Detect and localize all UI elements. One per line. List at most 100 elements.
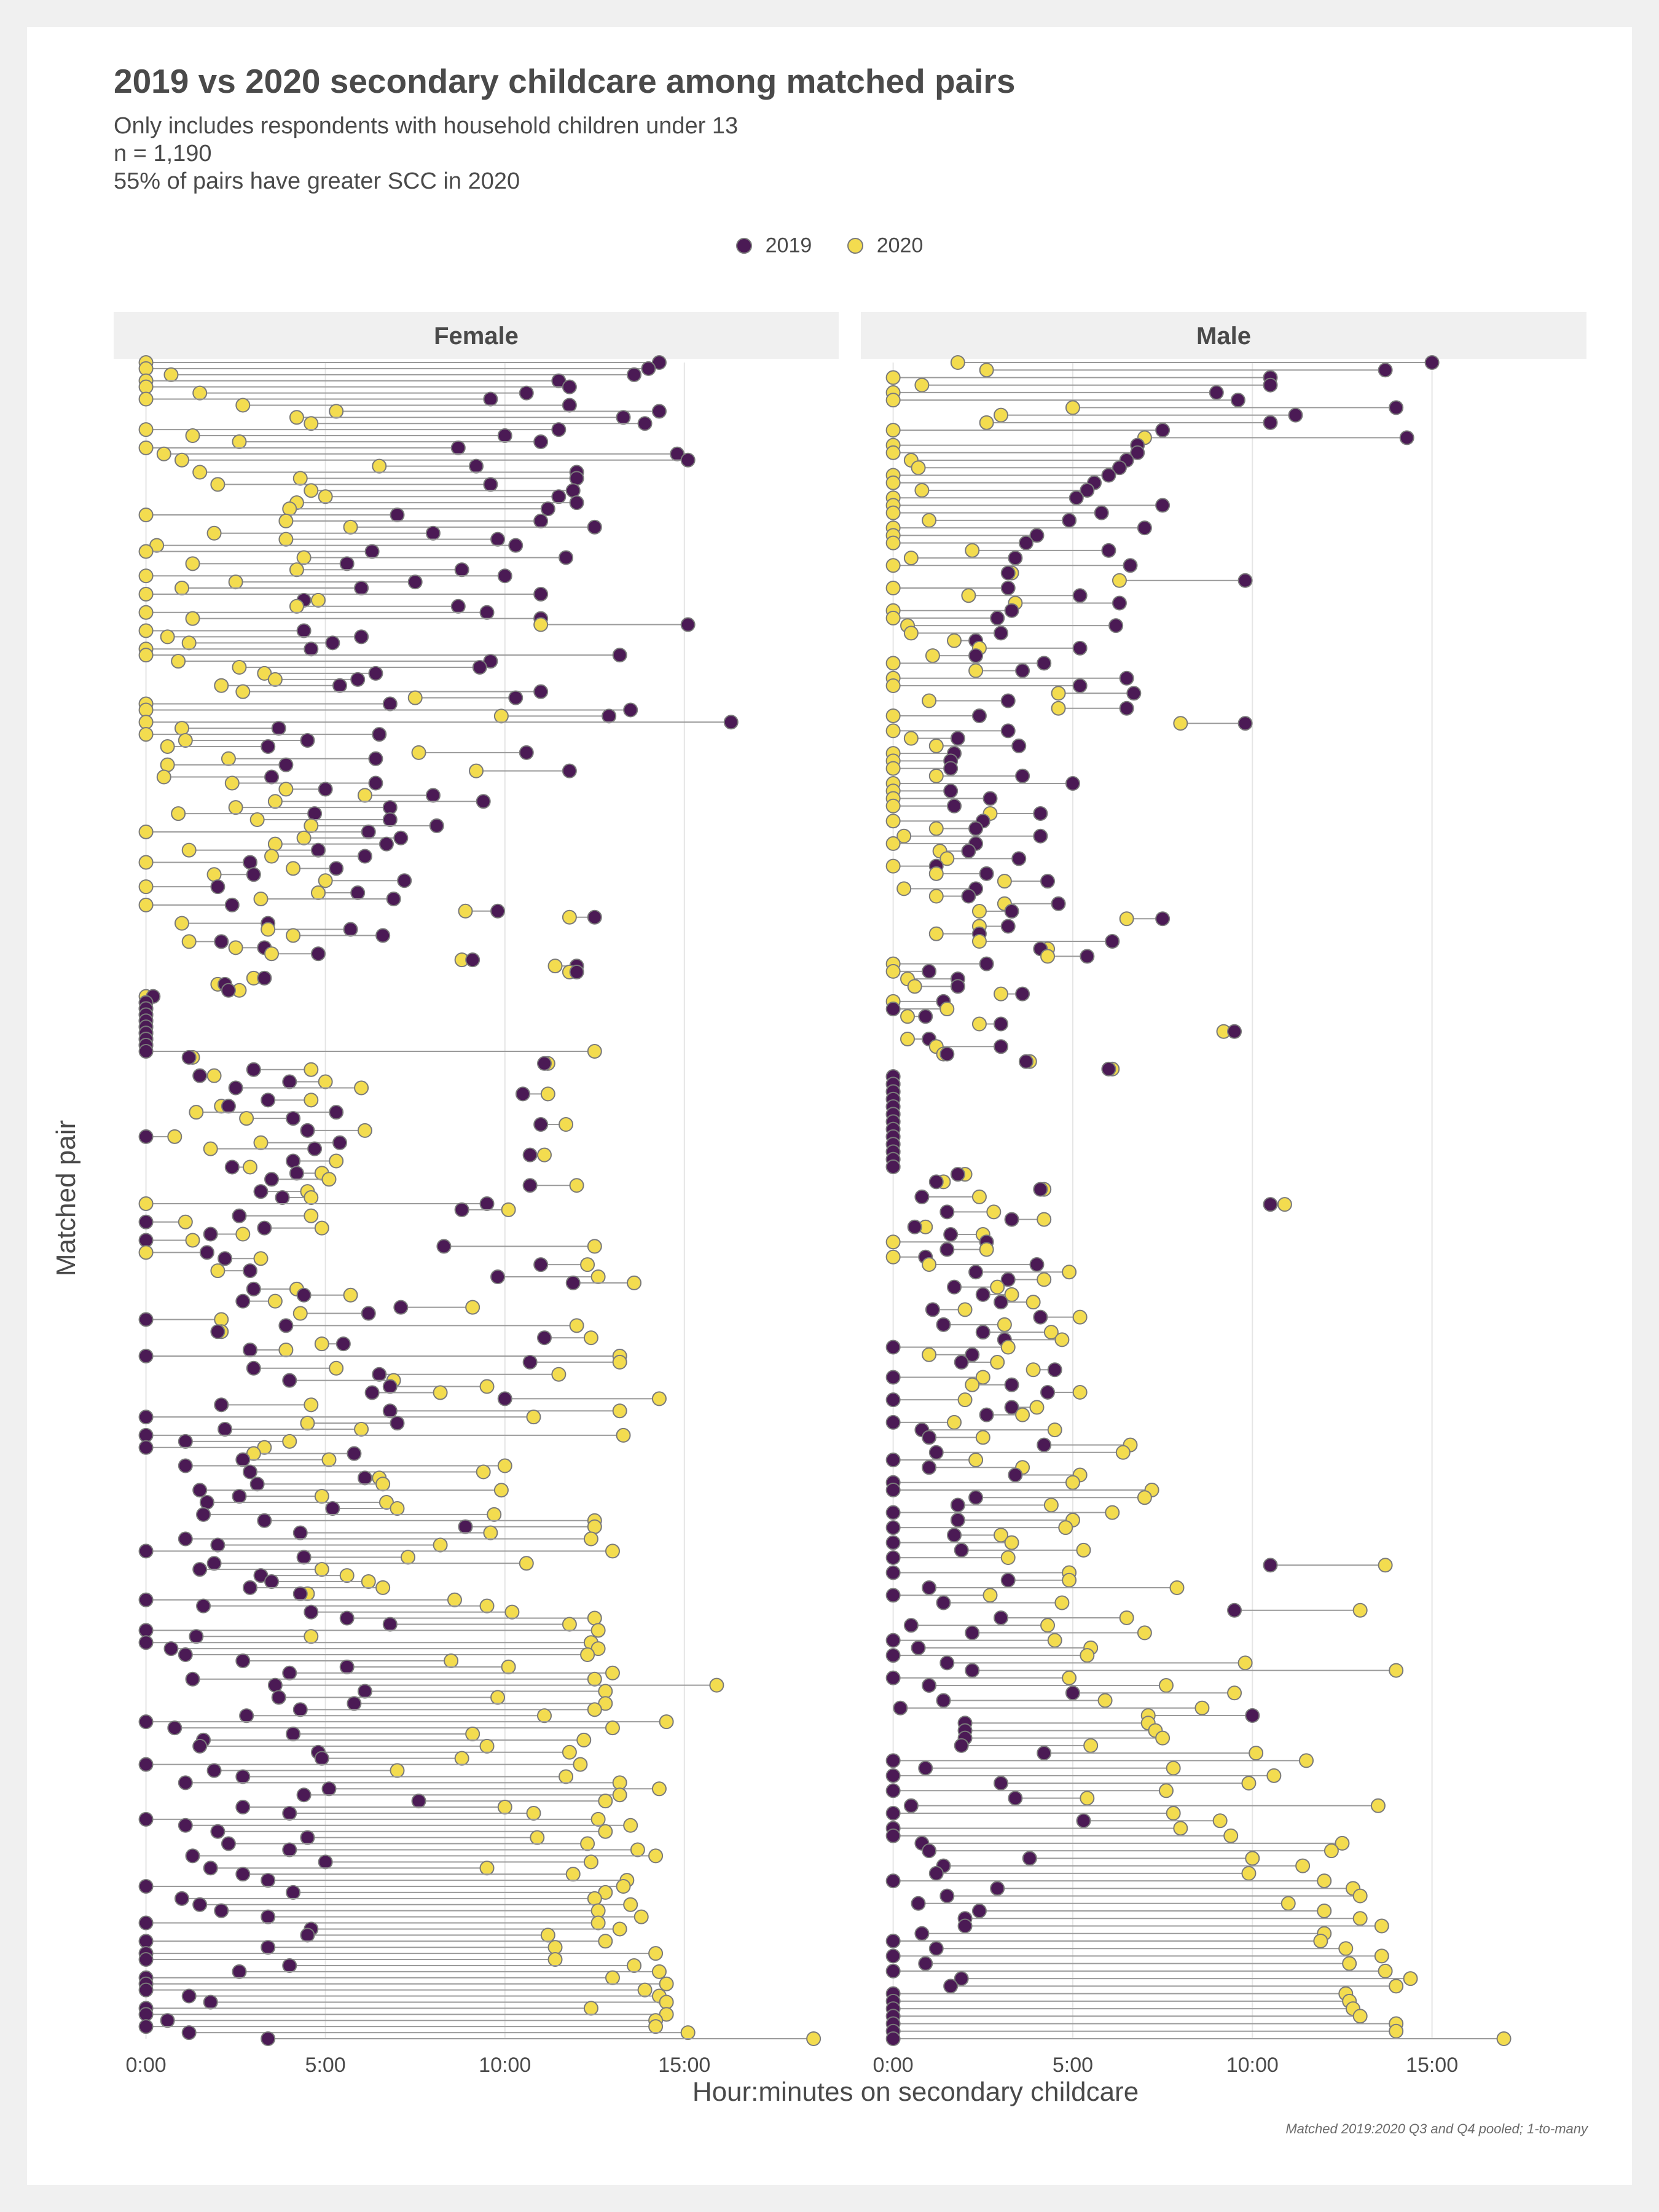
point-2019 (138, 1427, 154, 1443)
point-2020 (885, 798, 901, 814)
point-2019 (885, 1806, 901, 1821)
point-2020 (310, 885, 326, 901)
point-2020 (1241, 1865, 1257, 1881)
point-2019 (1040, 874, 1056, 889)
point-2020 (1158, 1678, 1174, 1693)
point-2019 (261, 1940, 276, 1955)
point-2019 (1094, 505, 1109, 520)
point-2020 (278, 513, 294, 528)
point-2019 (522, 1178, 538, 1193)
point-2020 (282, 501, 297, 517)
point-2019 (979, 956, 994, 971)
point-2019 (450, 440, 466, 455)
point-2020 (296, 550, 312, 565)
point-2019 (1000, 723, 1016, 739)
point-2019 (321, 1781, 337, 1797)
point-2019 (1065, 776, 1080, 791)
point-2019 (253, 1184, 269, 1199)
point-2019 (994, 1039, 1009, 1054)
point-2019 (1000, 1572, 1016, 1588)
point-2019 (138, 1543, 154, 1559)
point-2020 (286, 928, 301, 943)
point-2020 (390, 1500, 405, 1516)
point-2020 (648, 1946, 664, 1961)
point-2020 (264, 946, 280, 962)
point-2019 (357, 1684, 372, 1699)
point-2019 (1123, 558, 1138, 573)
point-2019 (382, 1403, 398, 1419)
point-2019 (289, 1166, 304, 1181)
point-2020 (587, 1891, 602, 1906)
point-2020 (1062, 1265, 1077, 1280)
point-2019 (335, 1336, 351, 1352)
point-2019 (939, 1655, 955, 1671)
point-2020 (562, 1744, 577, 1760)
point-2019 (885, 1783, 901, 1798)
point-2019 (1389, 400, 1404, 415)
point-2020 (616, 1879, 631, 1894)
point-2019 (1424, 355, 1440, 370)
point-2019 (242, 855, 257, 870)
point-2020 (138, 508, 154, 522)
point-2019 (954, 1971, 969, 1986)
point-2019 (965, 1625, 980, 1641)
point-2019 (968, 1490, 984, 1505)
point-2019 (382, 812, 398, 827)
point-2019 (1155, 498, 1171, 513)
point-2019 (357, 849, 372, 864)
point-2019 (185, 1671, 200, 1687)
point-2020 (536, 1708, 552, 1724)
point-2020 (1338, 1941, 1354, 1956)
point-2019 (372, 727, 387, 742)
point-2019 (1105, 933, 1120, 949)
point-2019 (286, 1727, 301, 1741)
point-2020 (896, 828, 912, 844)
point-2019 (943, 783, 959, 799)
point-2019 (885, 1670, 901, 1685)
point-2020 (1335, 1835, 1350, 1851)
point-2020 (997, 874, 1012, 889)
point-2019 (885, 1414, 901, 1430)
point-2020 (885, 836, 901, 851)
point-2020 (181, 635, 197, 651)
point-2019 (264, 1574, 280, 1589)
point-2020 (339, 1568, 355, 1583)
point-2019 (138, 1811, 154, 1827)
point-2020 (885, 610, 901, 626)
point-2020 (590, 1915, 606, 1931)
point-2020 (583, 1330, 598, 1346)
point-2020 (458, 903, 473, 919)
point-2020 (1241, 1776, 1257, 1791)
point-2019 (138, 1312, 154, 1327)
point-2019 (587, 519, 602, 535)
point-2019 (350, 885, 366, 901)
point-2020 (659, 1994, 674, 2010)
point-2020 (928, 866, 944, 881)
point-2020 (1026, 1362, 1041, 1378)
point-2019 (300, 1123, 315, 1138)
point-2020 (1166, 1806, 1181, 1821)
point-2019 (637, 416, 653, 431)
point-2019 (411, 1794, 426, 1809)
point-2020 (483, 1525, 498, 1540)
point-2019 (1072, 640, 1088, 656)
point-2019 (565, 1275, 581, 1290)
point-2020 (1389, 1979, 1404, 1994)
point-2019 (1119, 670, 1134, 686)
point-2020 (171, 654, 186, 669)
point-2019 (1069, 490, 1084, 506)
point-2020 (1403, 1971, 1418, 1986)
point-2020 (192, 385, 208, 401)
point-2019 (397, 873, 412, 888)
chart-legend: 2019 2020 (0, 232, 1659, 257)
point-2020 (526, 1805, 541, 1821)
point-2019 (918, 1009, 933, 1024)
point-2020 (1389, 2023, 1404, 2039)
point-2020 (1105, 1505, 1120, 1520)
point-2020 (1173, 1821, 1188, 1836)
point-2020 (885, 580, 901, 595)
point-2019 (382, 1379, 398, 1394)
point-2019 (885, 1948, 901, 1964)
point-2019 (1008, 551, 1023, 566)
point-2020 (612, 1787, 627, 1803)
